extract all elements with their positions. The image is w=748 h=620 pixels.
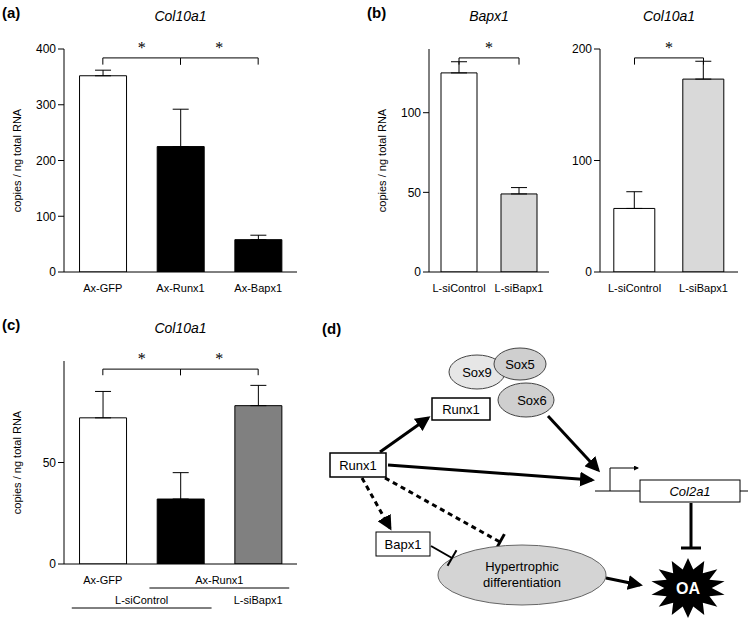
svg-text:300: 300	[36, 98, 56, 112]
svg-text:differentiation: differentiation	[483, 575, 561, 590]
svg-text:50: 50	[408, 186, 422, 200]
svg-text:Ax-Runx1: Ax-Runx1	[195, 574, 243, 586]
html-text:Col10a1: Col10a1	[154, 8, 207, 24]
svg-text:*: *	[485, 39, 493, 56]
svg-text:(d): (d)	[322, 320, 341, 337]
svg-text:0: 0	[585, 265, 592, 279]
svg-text:*: *	[138, 39, 146, 56]
svg-text:0: 0	[49, 265, 56, 279]
svg-text:*: *	[138, 350, 146, 367]
svg-text:Sox5: Sox5	[505, 357, 535, 372]
svg-text:L-siBapx1: L-siBapx1	[495, 282, 544, 294]
html-text:Bapx1: Bapx1	[469, 8, 509, 24]
svg-text:Bapx1: Bapx1	[385, 537, 422, 552]
svg-text:Ax-GFP: Ax-GFP	[83, 282, 122, 294]
svg-text:L-siControl: L-siControl	[608, 282, 661, 294]
svg-text:Ax-Bapx1: Ax-Bapx1	[234, 282, 282, 294]
svg-text:*: *	[665, 39, 673, 56]
svg-text:100: 100	[36, 210, 56, 224]
svg-text:*: *	[215, 350, 223, 367]
svg-text:copies / ng total RNA: copies / ng total RNA	[11, 108, 23, 212]
svg-text:400: 400	[36, 42, 56, 56]
svg-text:0: 0	[49, 557, 56, 571]
svg-text:Runx1: Runx1	[442, 402, 480, 417]
html-text:(b): (b)	[367, 4, 387, 21]
svg-text:Ax-GFP: Ax-GFP	[83, 574, 122, 586]
html-text:Col10a1: Col10a1	[642, 8, 696, 24]
svg-text:Hypertrophic: Hypertrophic	[485, 559, 559, 574]
svg-text:Sox6: Sox6	[517, 393, 547, 408]
svg-text:200: 200	[36, 154, 56, 168]
svg-text:0: 0	[414, 265, 421, 279]
svg-text:copies / ng total RNA: copies / ng total RNA	[376, 108, 388, 212]
svg-text:100: 100	[401, 106, 421, 120]
svg-text:50: 50	[43, 456, 57, 470]
html-text:(c): (c)	[2, 316, 21, 333]
html-text:(a): (a)	[2, 4, 21, 21]
svg-text:L-siBapx1: L-siBapx1	[234, 594, 283, 606]
svg-text:200: 200	[572, 42, 592, 56]
svg-text:Col2a1: Col2a1	[669, 484, 710, 499]
svg-text:L-siControl: L-siControl	[115, 594, 168, 606]
svg-text:*: *	[215, 39, 223, 56]
svg-text:Ax-Runx1: Ax-Runx1	[156, 282, 204, 294]
svg-text:Runx1: Runx1	[339, 458, 377, 473]
html-text:Col10a1: Col10a1	[154, 320, 207, 336]
svg-text:Sox9: Sox9	[462, 365, 492, 380]
svg-text:100: 100	[572, 154, 592, 168]
svg-text:L-siBapx1: L-siBapx1	[679, 282, 728, 294]
svg-text:L-siControl: L-siControl	[432, 282, 485, 294]
svg-text:copies / ng total RNA: copies / ng total RNA	[11, 410, 23, 514]
svg-text:OA: OA	[676, 580, 700, 597]
